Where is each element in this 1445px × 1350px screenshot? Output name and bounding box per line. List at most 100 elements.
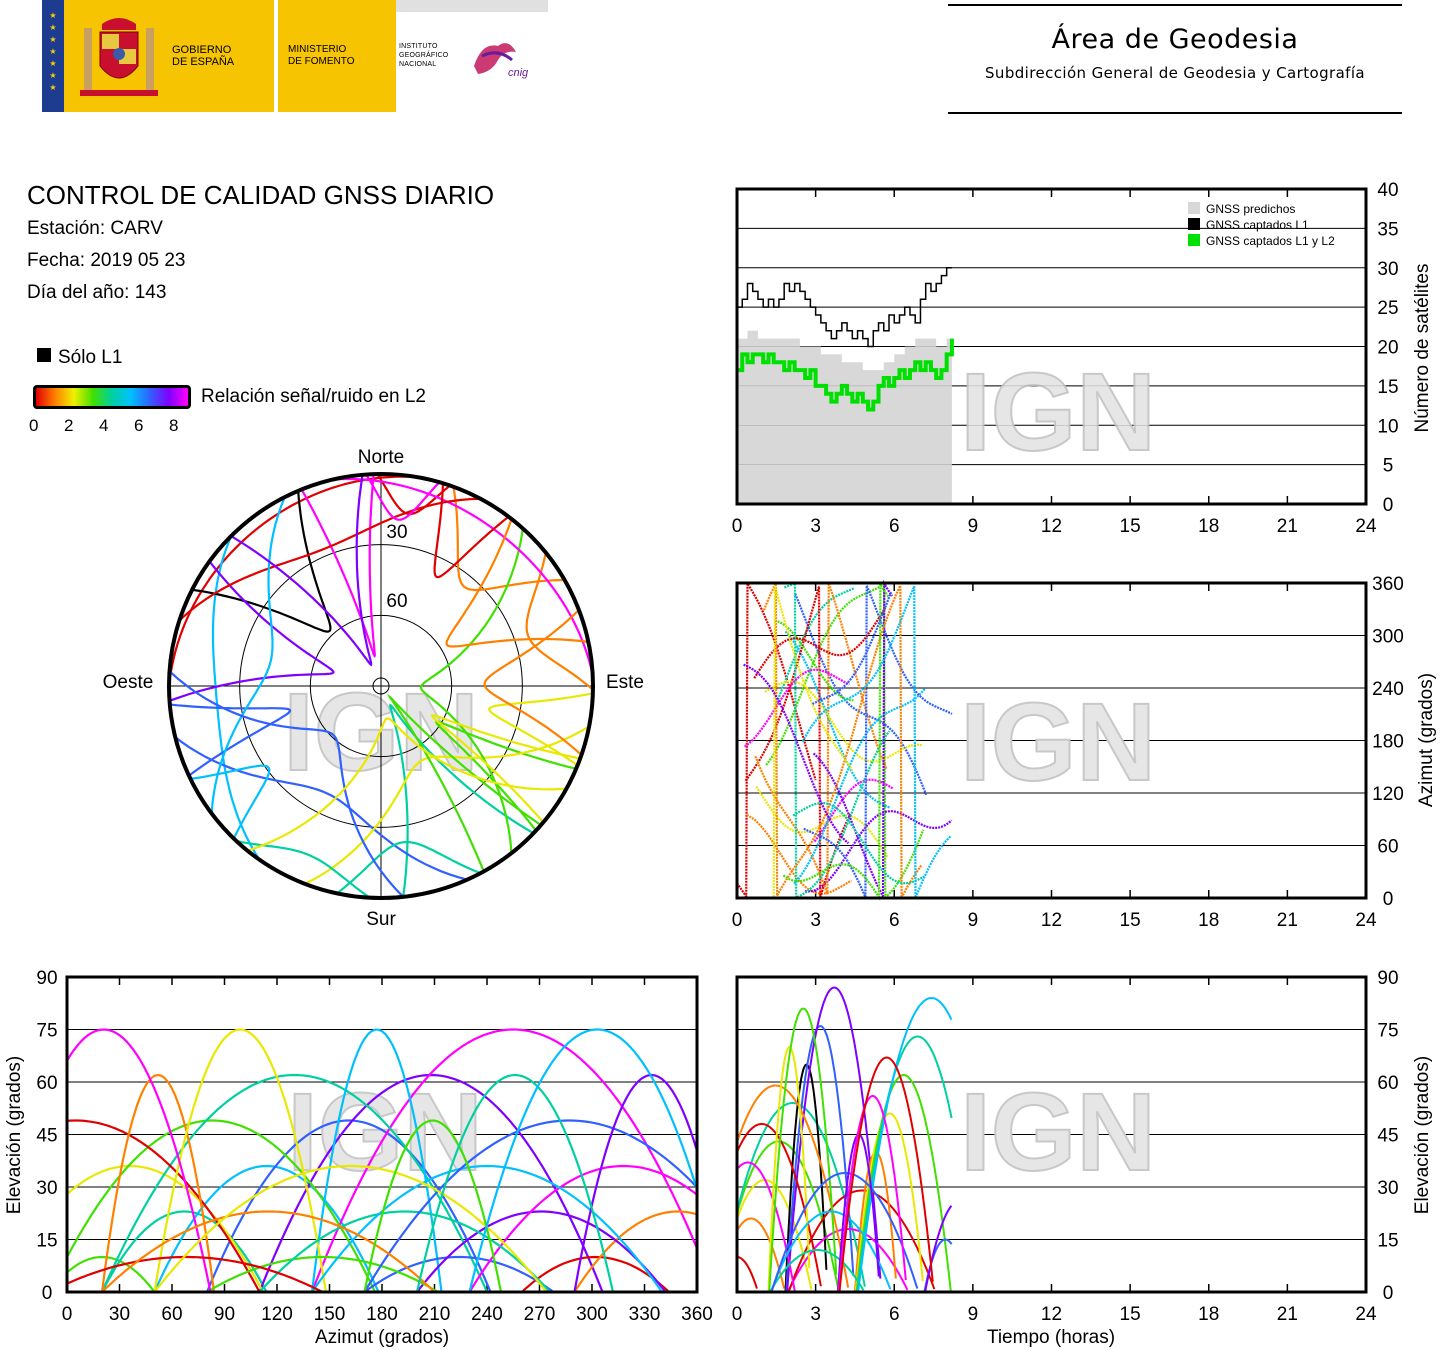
elevation-track	[468, 1164, 698, 1293]
x-tick-label: 9	[968, 1304, 979, 1325]
y-tick-label: 0	[42, 1283, 53, 1304]
elevation-track	[66, 1028, 212, 1293]
y-axis-label: Elevación (grados)	[4, 1056, 25, 1214]
x-tick-label: 21	[1277, 1304, 1298, 1325]
ministerio-line-1: MINISTERIO	[288, 44, 347, 55]
x-tick-label: 21	[1277, 516, 1298, 537]
azimuth-track	[743, 663, 850, 845]
x-axis-label: Azimut (grados)	[315, 1327, 449, 1348]
azimuth-track	[755, 785, 889, 858]
elevation-track	[363, 1119, 698, 1293]
x-tick-label: 21	[1277, 910, 1298, 931]
skyplot-track	[419, 528, 524, 854]
x-tick-label: 6	[889, 516, 900, 537]
elevation-track	[310, 1028, 699, 1293]
ign-watermark: IGN	[960, 351, 1156, 474]
azimuth-track	[736, 579, 817, 901]
x-tick-label: 18	[1198, 516, 1219, 537]
elevation-time-track	[854, 1112, 924, 1293]
y-tick-label: 5	[1383, 456, 1394, 477]
ministerio-line-2: DE FOMENTO	[288, 56, 355, 67]
x-tick-label: 90	[214, 1304, 235, 1325]
x-tick-label: 3	[810, 516, 821, 537]
y-tick-label: 0	[1383, 889, 1394, 910]
x-tick-label: 360	[681, 1304, 713, 1325]
elevation-time-track	[855, 1073, 952, 1293]
elevation-track	[311, 1164, 663, 1293]
skyplot-track	[230, 474, 373, 667]
ign-text: INSTITUTO GEOGRÁFICO NACIONAL	[399, 42, 448, 69]
y-tick-label: 30	[1377, 259, 1398, 280]
y-tick-label: 75	[36, 1021, 57, 1042]
elevation-time-track	[736, 1217, 786, 1289]
x-tick-label: 9	[968, 910, 979, 931]
cnig-logo: cnig	[468, 36, 538, 82]
y-tick-label: 240	[1372, 679, 1404, 700]
skyplot-ring-label: 60	[386, 591, 407, 612]
coat-of-arms-icon	[78, 10, 160, 102]
skyplot-horizon	[167, 472, 595, 900]
y-tick-label: 360	[1372, 574, 1404, 595]
elevation-time-track	[769, 1249, 865, 1293]
y-axis-label: Elevación (grados)	[1412, 1056, 1433, 1214]
elevation-track	[66, 1255, 324, 1293]
x-tick-label: 12	[1041, 910, 1062, 931]
x-tick-label: 60	[161, 1304, 182, 1325]
x-tick-label: 3	[810, 1304, 821, 1325]
elevation-track	[416, 1210, 667, 1293]
y-tick-label: 75	[1377, 1021, 1398, 1042]
skyplot-track	[304, 725, 590, 885]
x-tick-label: 24	[1355, 516, 1377, 537]
x-tick-label: 18	[1198, 1304, 1219, 1325]
y-tick-label: 40	[1377, 180, 1398, 201]
skyplot-track	[433, 483, 510, 579]
x-tick-label: 12	[1041, 1304, 1062, 1325]
x-tick-label: 0	[732, 516, 743, 537]
y-tick-label: 120	[1372, 784, 1404, 805]
x-tick-label: 150	[314, 1304, 346, 1325]
elevation-time-track	[787, 1189, 936, 1293]
l1-only-label: Sólo L1	[58, 347, 123, 368]
skyplot-track	[169, 560, 335, 702]
skyplot-south-label: Sur	[366, 909, 396, 930]
legend-label: GNSS captados L1 y L2	[1206, 234, 1335, 248]
skyplot-track	[190, 764, 271, 840]
elevation-time-track	[837, 1095, 907, 1293]
skyplot-track	[387, 693, 542, 872]
elevation-time-track	[786, 986, 882, 1293]
azimuth-track	[811, 591, 893, 706]
y-tick-label: 25	[1377, 298, 1398, 319]
skyplot-track	[488, 692, 594, 767]
x-tick-label: 24	[1355, 1304, 1377, 1325]
skyplot-east-label: Este	[606, 672, 644, 693]
report-title: CONTROL DE CALIDAD GNSS DIARIO	[27, 180, 495, 210]
azimuth-track	[774, 587, 855, 706]
elevation-track	[153, 1164, 548, 1293]
elevation-track	[573, 1073, 699, 1293]
l1l2-series-line	[737, 338, 954, 412]
cnig-text: cnig	[508, 67, 529, 79]
x-tick-label: 6	[889, 1304, 900, 1325]
date-label: Fecha: 2019 05 23	[27, 250, 186, 271]
y-tick-label: 0	[1383, 1283, 1394, 1304]
azimuth-track	[762, 582, 923, 899]
gobierno-text: GOBIERNO DE ESPAÑA	[172, 44, 234, 68]
elevation-track	[573, 1210, 698, 1293]
snr-tick: 4	[99, 416, 109, 435]
snr-colorbar	[33, 385, 191, 409]
ign-watermark: IGN	[960, 681, 1156, 804]
elevation-track	[101, 1210, 268, 1293]
x-tick-label: 15	[1120, 1304, 1141, 1325]
skyplot-track	[167, 475, 418, 687]
skyplot-track	[168, 670, 404, 898]
elevation-track	[258, 1210, 551, 1293]
elevation-track	[66, 1119, 261, 1293]
skyplot-track	[336, 840, 481, 895]
azimuth-track	[772, 586, 854, 897]
azimuth-track	[765, 581, 925, 900]
azimuth-track	[744, 668, 850, 748]
plot-frame	[735, 975, 1368, 1294]
azimuth-track	[804, 810, 953, 893]
eu-stars-icon: ★ ★ ★ ★ ★ ★ ★	[49, 11, 57, 92]
plot-frame	[735, 187, 1368, 506]
